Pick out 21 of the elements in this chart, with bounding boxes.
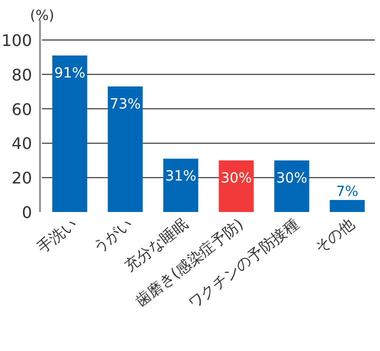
y-tick-label: 60: [12, 100, 32, 119]
data-label: 30%: [276, 170, 308, 186]
bar: [163, 158, 198, 212]
y-tick-label: 80: [12, 65, 32, 84]
data-label: 91%: [54, 65, 86, 82]
data-label: 30%: [220, 170, 252, 186]
data-label: 7%: [336, 184, 358, 200]
x-tick-label: 手洗い: [34, 214, 80, 257]
bar: [274, 160, 310, 212]
bar: [218, 160, 254, 212]
data-label: 73%: [110, 96, 141, 112]
y-tick-label: 0: [22, 203, 32, 222]
y-axis-title: (%): [30, 8, 54, 24]
y-tick-label: 40: [12, 134, 32, 154]
bar: [108, 86, 143, 212]
bar: [52, 55, 88, 212]
bar: [330, 200, 365, 212]
y-tick-label: 20: [12, 168, 32, 188]
data-label: 31%: [165, 168, 196, 185]
y-tick-label: 100: [1, 31, 32, 50]
x-tick-label: その他: [311, 214, 358, 257]
